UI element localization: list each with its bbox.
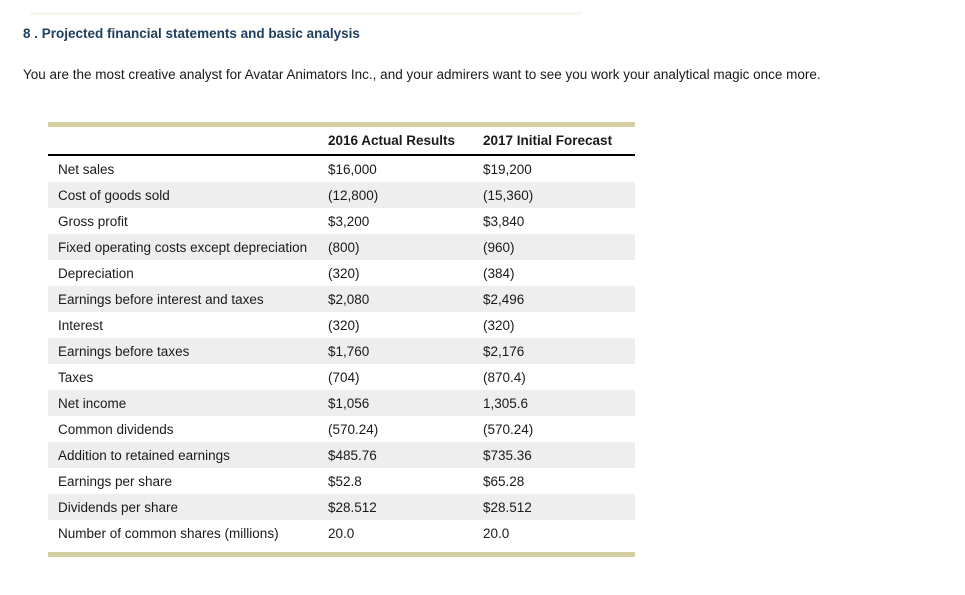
row-label: Net sales [58, 161, 115, 177]
row-value-2016: $2,080 [328, 291, 370, 307]
row-value-2017: (570.24) [483, 421, 534, 437]
row-value-2017: $65.28 [483, 473, 525, 489]
row-label: Depreciation [58, 265, 134, 281]
row-value-2017: $19,200 [483, 161, 532, 177]
table-row: Taxes (704) (870.4) [48, 364, 635, 390]
row-value-2017: $2,496 [483, 291, 525, 307]
row-value-2016: $1,056 [328, 395, 370, 411]
accent-bar-bottom [48, 552, 635, 557]
row-label: Dividends per share [58, 499, 179, 515]
row-label: Earnings before interest and taxes [58, 291, 264, 307]
row-label: Fixed operating costs except depreciatio… [58, 239, 308, 255]
row-value-2017: (15,360) [483, 187, 534, 203]
row-value-2017: $735.36 [483, 447, 532, 463]
row-label: Earnings before taxes [58, 343, 190, 359]
row-value-2016: (12,800) [328, 187, 379, 203]
page-top-divider [30, 12, 582, 15]
row-value-2016: (800) [328, 239, 360, 255]
col-header-blank [48, 127, 328, 156]
table-row: Earnings before taxes $1,760 $2,176 [48, 338, 635, 364]
row-value-2017: $2,176 [483, 343, 525, 359]
row-value-2016: $485.76 [328, 447, 377, 463]
row-value-2016: $52.8 [328, 473, 362, 489]
row-value-2017: (870.4) [483, 369, 526, 385]
table-row: Dividends per share $28.512 $28.512 [48, 494, 635, 520]
table-row: Depreciation (320) (384) [48, 260, 635, 286]
col-header-2017: 2017 Initial Forecast [483, 127, 635, 156]
accent-bar-top [48, 122, 635, 127]
table-row: Net income $1,056 1,305.6 [48, 390, 635, 416]
row-label: Interest [58, 317, 104, 333]
row-value-2016: $1,760 [328, 343, 370, 359]
row-value-2017: 20.0 [483, 525, 510, 541]
row-label: Net income [58, 395, 127, 411]
table-row: Cost of goods sold (12,800) (15,360) [48, 182, 635, 208]
table-row: Earnings before interest and taxes $2,080… [48, 286, 635, 312]
row-value-2017: (320) [483, 317, 515, 333]
row-label: Gross profit [58, 213, 128, 229]
financial-statements-table: 2016 Actual Results 2017 Initial Forecas… [48, 127, 635, 546]
row-label: Cost of goods sold [58, 187, 170, 203]
row-value-2017: $3,840 [483, 213, 525, 229]
col-header-2016: 2016 Actual Results [328, 127, 483, 156]
row-label: Earnings per share [58, 473, 173, 489]
intro-text: You are the most creative analyst for Av… [23, 67, 821, 82]
row-value-2017: (960) [483, 239, 515, 255]
table-row: Number of common shares (millions) 20.0 20… [48, 520, 635, 546]
table-row: Earnings per share $52.8 $65.28 [48, 468, 635, 494]
row-value-2016: $16,000 [328, 161, 377, 177]
row-label: Addition to retained earnings [58, 447, 230, 463]
table-body: Net sales $16,000 $19,200 Cost of goods sol… [48, 155, 635, 546]
row-label: Taxes [58, 369, 94, 385]
row-value-2016: 20.0 [328, 525, 355, 541]
row-value-2017: 1,305.6 [483, 395, 529, 411]
table-row: Net sales $16,000 $19,200 [48, 155, 635, 182]
row-value-2016: (320) [328, 265, 360, 281]
table-row: Gross profit $3,200 $3,840 [48, 208, 635, 234]
row-value-2016: $3,200 [328, 213, 370, 229]
row-value-2017: (384) [483, 265, 515, 281]
table-header-row: 2016 Actual Results 2017 Initial Forecas… [48, 127, 635, 156]
financial-table: 2016 Actual Results 2017 Initial Forecas… [48, 122, 635, 557]
row-value-2016: (320) [328, 317, 360, 333]
row-value-2016: (704) [328, 369, 360, 385]
table-row: Fixed operating costs except depreciatio… [48, 234, 635, 260]
row-value-2016: $28.512 [328, 499, 377, 515]
row-label: Common dividends [58, 421, 174, 437]
table-row: Common dividends (570.24) (570.24) [48, 416, 635, 442]
table-row: Interest (320) (320) [48, 312, 635, 338]
table-row: Addition to retained earnings $485.76 $735… [48, 442, 635, 468]
question-heading: 8 . Projected financial statements and b… [23, 26, 360, 41]
row-label: Number of common shares (millions) [58, 525, 279, 541]
row-value-2016: (570.24) [328, 421, 379, 437]
row-value-2017: $28.512 [483, 499, 532, 515]
